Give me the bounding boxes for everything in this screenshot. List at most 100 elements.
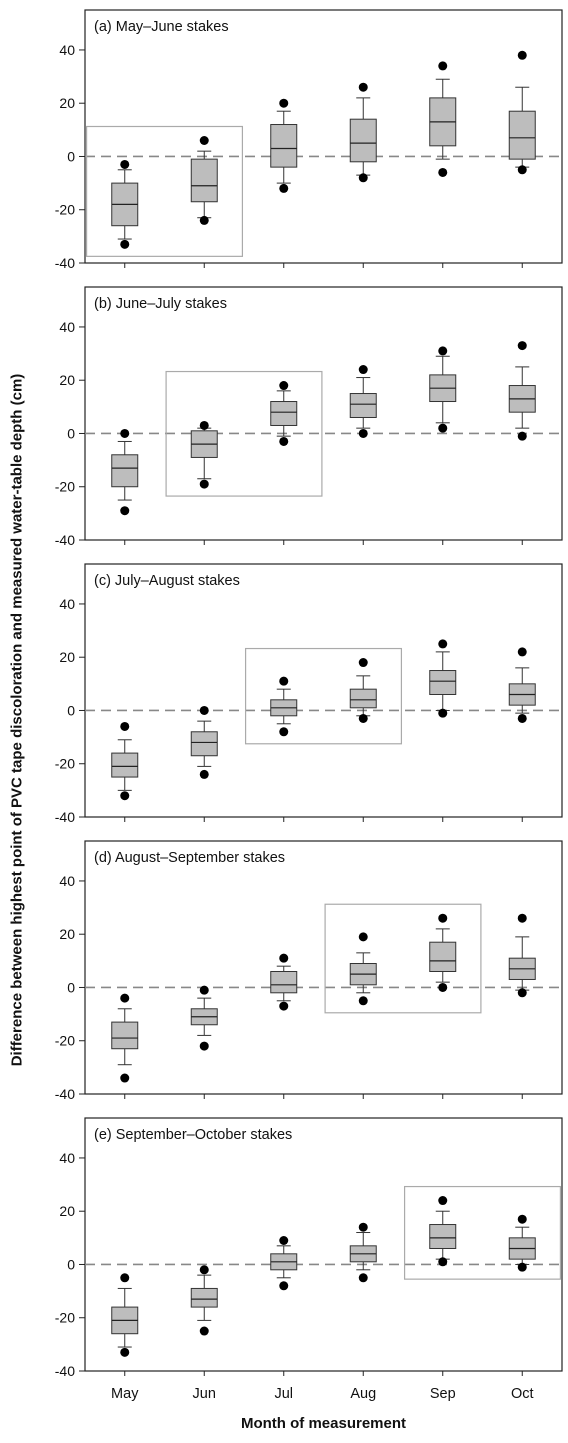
y-tick-label: 0: [67, 702, 75, 718]
y-tick-label: 20: [59, 649, 75, 665]
box-iqr: [429, 1224, 457, 1249]
outlier-point: [120, 1347, 130, 1357]
panel-title: (e) September–October stakes: [94, 1127, 292, 1143]
outlier-point: [438, 708, 448, 718]
outlier-point: [199, 1326, 209, 1336]
outlier-point: [199, 479, 209, 489]
outlier-point: [438, 1257, 448, 1267]
outlier-point: [438, 1196, 448, 1206]
box-iqr: [270, 124, 298, 168]
outlier-point: [199, 769, 209, 779]
outlier-point: [199, 420, 209, 430]
outlier-point: [358, 932, 368, 942]
outlier-point: [279, 1236, 289, 1246]
y-tick-label: 0: [67, 979, 75, 995]
outlier-point: [517, 647, 527, 657]
outlier-point: [279, 727, 289, 737]
outlier-point: [120, 721, 130, 731]
outlier-point: [199, 705, 209, 715]
outlier-point: [120, 791, 130, 801]
y-tick-label: -40: [55, 255, 75, 271]
box-iqr: [429, 670, 457, 695]
y-tick-label: -20: [55, 202, 75, 218]
outlier-point: [358, 428, 368, 438]
outlier-point: [358, 713, 368, 723]
box-iqr: [190, 1287, 218, 1308]
x-tick-label: Oct: [511, 1386, 534, 1402]
y-tick-label: -20: [55, 1310, 75, 1326]
y-tick-label: -20: [55, 1033, 75, 1049]
outlier-point: [517, 988, 527, 998]
y-tick-label: 40: [59, 873, 75, 889]
panel-title: (b) June–July stakes: [94, 296, 227, 312]
outlier-point: [438, 346, 448, 356]
outlier-point: [120, 239, 130, 249]
box-iqr: [349, 393, 377, 418]
panel-title: (d) August–September stakes: [94, 850, 285, 866]
box-iqr: [190, 731, 218, 757]
x-tick-label: Sep: [430, 1386, 456, 1402]
outlier-point: [199, 985, 209, 995]
y-tick-label: -40: [55, 1363, 75, 1379]
outlier-point: [517, 165, 527, 175]
plot-frame: [84, 286, 563, 541]
plot-frame: [84, 840, 563, 1095]
outlier-point: [438, 61, 448, 71]
x-tick-label: May: [111, 1386, 139, 1402]
box-iqr: [111, 1021, 139, 1050]
outlier-point: [517, 50, 527, 60]
chart-panel: -40 -20 0 20 40 (c) July–August stakes: [55, 563, 563, 825]
outlier-point: [358, 658, 368, 668]
y-tick-label: -40: [55, 532, 75, 548]
outlier-point: [517, 1214, 527, 1224]
outlier-point: [358, 82, 368, 92]
outlier-point: [199, 215, 209, 225]
outlier-point: [517, 341, 527, 351]
y-tick-label: -20: [55, 756, 75, 772]
outlier-point: [199, 1041, 209, 1051]
y-tick-label: 20: [59, 95, 75, 111]
outlier-point: [279, 1281, 289, 1291]
box-iqr: [111, 752, 139, 778]
y-tick-label: 40: [59, 1150, 75, 1166]
outlier-point: [120, 993, 130, 1003]
outlier-point: [517, 1262, 527, 1272]
y-tick-label: 20: [59, 926, 75, 942]
box-iqr: [111, 454, 139, 488]
outlier-point: [279, 436, 289, 446]
outlier-point: [517, 431, 527, 441]
y-tick-label: 40: [59, 596, 75, 612]
outlier-point: [438, 913, 448, 923]
outlier-point: [279, 1001, 289, 1011]
outlier-point: [438, 982, 448, 992]
outlier-point: [199, 1265, 209, 1275]
x-tick-label: Jul: [274, 1386, 293, 1402]
x-tick-label: Jun: [193, 1386, 216, 1402]
outlier-point: [279, 381, 289, 391]
outlier-point: [199, 135, 209, 145]
y-tick-label: 0: [67, 425, 75, 441]
outlier-point: [279, 676, 289, 686]
outlier-point: [517, 713, 527, 723]
outlier-point: [358, 365, 368, 375]
plot-frame: [84, 563, 563, 818]
box-iqr: [429, 941, 457, 972]
x-tick-label: Aug: [350, 1386, 376, 1402]
highlight-box: [324, 903, 482, 1014]
outlier-point: [279, 953, 289, 963]
outlier-point: [358, 173, 368, 183]
y-tick-label: 40: [59, 42, 75, 58]
y-tick-label: 20: [59, 372, 75, 388]
outlier-point: [358, 1273, 368, 1283]
box-iqr: [190, 158, 218, 203]
outlier-point: [120, 428, 130, 438]
box-iqr: [349, 118, 377, 163]
y-tick-label: 40: [59, 319, 75, 335]
y-tick-label: 20: [59, 1203, 75, 1219]
y-tick-label: -20: [55, 479, 75, 495]
outlier-point: [438, 423, 448, 433]
chart-panel: -40 -20 0 20 40 (e) September–October stakes M…: [55, 1117, 563, 1402]
y-tick-label: -40: [55, 1086, 75, 1102]
highlight-box: [403, 1185, 562, 1280]
